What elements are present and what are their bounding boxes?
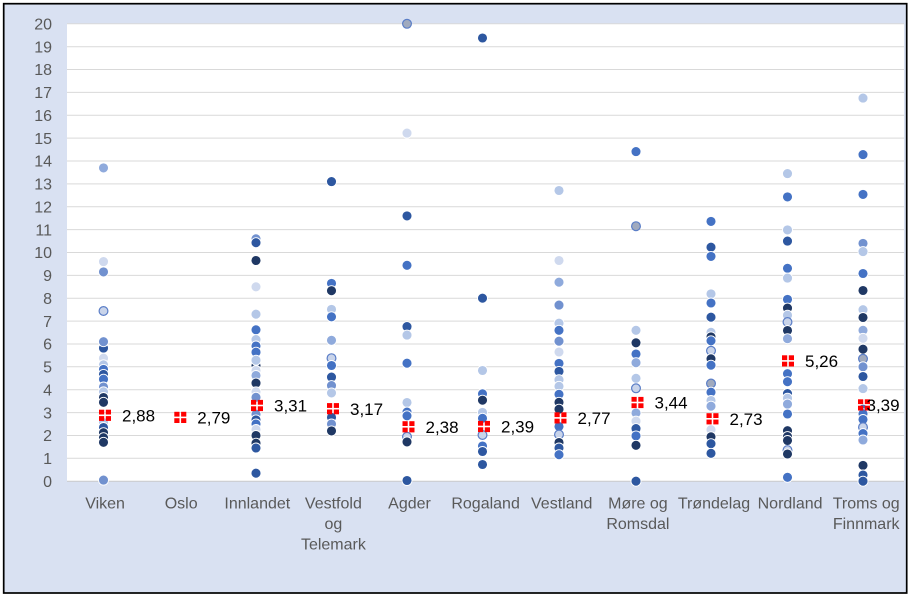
svg-text:19: 19 — [34, 39, 52, 56]
svg-text:Vestfold: Vestfold — [305, 496, 362, 513]
svg-text:Vestland: Vestland — [531, 496, 592, 513]
svg-text:3,44: 3,44 — [655, 394, 688, 413]
svg-text:15: 15 — [34, 131, 52, 148]
svg-text:Agder: Agder — [388, 496, 431, 513]
svg-text:13: 13 — [34, 177, 52, 194]
svg-text:6: 6 — [43, 337, 52, 354]
svg-text:Romsdal: Romsdal — [606, 516, 669, 533]
svg-text:2,88: 2,88 — [122, 406, 155, 425]
svg-text:3,17: 3,17 — [350, 400, 383, 419]
svg-text:3,31: 3,31 — [274, 397, 307, 416]
svg-text:Troms og: Troms og — [833, 496, 900, 513]
svg-text:18: 18 — [34, 62, 52, 79]
svg-text:1: 1 — [43, 451, 52, 468]
svg-text:8: 8 — [43, 291, 52, 308]
svg-text:Møre og: Møre og — [608, 496, 668, 513]
svg-text:3: 3 — [43, 405, 52, 422]
svg-text:2,39: 2,39 — [501, 418, 534, 437]
svg-text:2,79: 2,79 — [197, 409, 230, 428]
svg-text:Telemark: Telemark — [301, 536, 367, 553]
svg-text:12: 12 — [34, 200, 52, 217]
svg-text:Innlandet: Innlandet — [224, 496, 290, 513]
svg-text:4: 4 — [43, 382, 52, 399]
svg-text:16: 16 — [34, 108, 52, 125]
svg-text:Rogaland: Rogaland — [451, 496, 520, 513]
svg-text:5,26: 5,26 — [805, 352, 838, 371]
svg-text:2,77: 2,77 — [578, 409, 611, 428]
svg-text:20: 20 — [34, 17, 52, 34]
svg-text:0: 0 — [43, 474, 52, 491]
svg-text:Oslo: Oslo — [165, 496, 198, 513]
svg-text:5: 5 — [43, 360, 52, 377]
svg-text:17: 17 — [34, 85, 52, 102]
svg-text:2: 2 — [43, 428, 52, 445]
svg-text:og: og — [325, 516, 343, 533]
svg-text:10: 10 — [34, 245, 52, 262]
svg-text:Trøndelag: Trøndelag — [678, 496, 750, 513]
svg-text:Finnmark: Finnmark — [833, 516, 901, 533]
svg-text:7: 7 — [43, 314, 52, 331]
svg-text:Viken: Viken — [85, 496, 125, 513]
svg-text:3,39: 3,39 — [867, 396, 900, 415]
svg-text:11: 11 — [35, 222, 52, 239]
svg-text:2,38: 2,38 — [426, 418, 459, 437]
svg-text:2,73: 2,73 — [730, 410, 763, 429]
svg-text:Nordland: Nordland — [758, 496, 823, 513]
svg-text:9: 9 — [43, 268, 52, 285]
svg-text:14: 14 — [34, 154, 52, 171]
